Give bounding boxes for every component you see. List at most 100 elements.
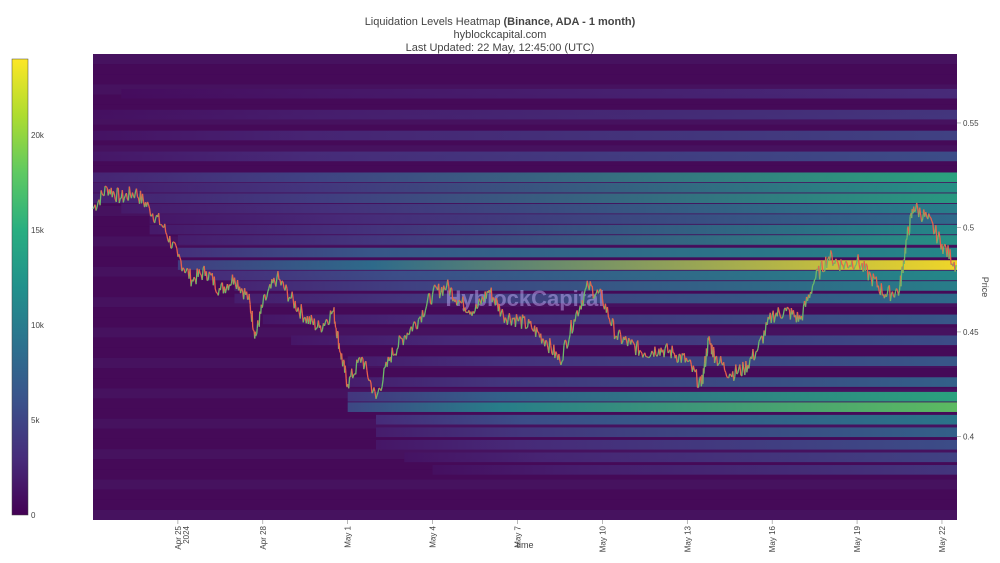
price-segment bbox=[333, 307, 336, 324]
price-segment bbox=[649, 354, 652, 358]
price-segment bbox=[184, 271, 187, 274]
price-segment bbox=[224, 288, 228, 294]
price-segment bbox=[337, 330, 339, 333]
colorbar-bar bbox=[11, 58, 29, 516]
price-segment bbox=[377, 387, 380, 393]
price-segment bbox=[348, 376, 351, 389]
price-segment bbox=[562, 345, 565, 361]
chart-title-bold: (Binance, ADA - 1 month) bbox=[503, 16, 636, 28]
background-cell-row bbox=[93, 479, 957, 490]
price-segment bbox=[148, 208, 152, 217]
price-segment bbox=[812, 279, 816, 285]
colorbar-tick-label: 0 bbox=[31, 511, 36, 520]
price-segment bbox=[445, 285, 448, 291]
price-segment bbox=[428, 293, 432, 304]
price-segment bbox=[447, 279, 450, 287]
liquidation-band bbox=[93, 151, 957, 162]
price-segment bbox=[402, 336, 405, 346]
price-segment bbox=[135, 188, 139, 197]
price-segment bbox=[568, 334, 571, 340]
price-segment bbox=[642, 354, 645, 358]
x-tick-label: May 1 bbox=[344, 525, 353, 547]
price-segment bbox=[361, 356, 364, 359]
price-segment bbox=[713, 360, 716, 364]
price-segment bbox=[357, 357, 360, 363]
price-segment bbox=[371, 391, 374, 394]
liquidation-band bbox=[177, 247, 958, 258]
price-segment bbox=[594, 292, 597, 296]
price-segment bbox=[808, 291, 812, 299]
price-segment bbox=[417, 317, 420, 320]
price-segment bbox=[267, 288, 270, 292]
background-cell-row bbox=[93, 64, 957, 75]
price-segment bbox=[752, 349, 755, 361]
price-segment bbox=[619, 334, 623, 345]
price-segment bbox=[893, 291, 897, 298]
price-segment bbox=[219, 283, 222, 291]
price-segment bbox=[666, 343, 669, 354]
price-segment bbox=[517, 317, 521, 322]
price-segment bbox=[422, 315, 426, 318]
y-tick-label: 0.4 bbox=[963, 432, 975, 441]
x-tick-label: May 19 bbox=[853, 525, 862, 552]
price-segment bbox=[277, 271, 280, 280]
price-segment bbox=[906, 227, 909, 238]
price-segment bbox=[648, 356, 651, 359]
price-segment bbox=[704, 361, 707, 367]
price-segment bbox=[872, 273, 875, 279]
price-segment bbox=[205, 271, 208, 281]
price-segment bbox=[814, 278, 817, 281]
price-segment bbox=[936, 237, 939, 244]
price-segment bbox=[592, 297, 595, 300]
price-segment bbox=[821, 260, 824, 272]
price-segment bbox=[773, 316, 776, 323]
price-segment bbox=[664, 344, 667, 349]
price-segment bbox=[853, 266, 856, 270]
price-segment bbox=[708, 336, 711, 338]
background-cell-row bbox=[93, 124, 957, 136]
x-tick-label: Apr 28 bbox=[259, 525, 268, 549]
price-segment bbox=[735, 364, 738, 375]
price-segment bbox=[877, 285, 880, 292]
price-segment bbox=[397, 335, 400, 348]
price-segment bbox=[929, 216, 932, 219]
price-segment bbox=[907, 226, 910, 232]
price-segment bbox=[536, 327, 539, 333]
price-segment bbox=[375, 395, 378, 399]
price-segment bbox=[586, 280, 589, 287]
price-segment bbox=[330, 311, 334, 315]
price-segment bbox=[859, 265, 862, 271]
price-segment bbox=[201, 268, 204, 281]
price-segment bbox=[754, 351, 757, 359]
price-segment bbox=[473, 310, 476, 314]
price-segment bbox=[285, 284, 288, 289]
price-segment bbox=[601, 298, 605, 306]
price-segment bbox=[714, 356, 717, 361]
background-cell-row bbox=[93, 408, 957, 419]
price-segment bbox=[430, 294, 434, 305]
price-segment bbox=[325, 318, 329, 322]
price-segment bbox=[328, 310, 332, 324]
price-segment bbox=[133, 191, 137, 199]
price-segment bbox=[875, 276, 878, 288]
liquidation-band bbox=[121, 88, 957, 99]
price-segment bbox=[141, 193, 145, 203]
price-segment bbox=[764, 322, 767, 336]
price-segment bbox=[708, 337, 711, 345]
price-segment bbox=[908, 216, 911, 233]
price-segment bbox=[245, 291, 249, 300]
price-segment bbox=[450, 287, 453, 289]
price-segment bbox=[525, 327, 527, 330]
price-segment bbox=[275, 277, 278, 287]
price-segment bbox=[273, 277, 276, 283]
price-segment bbox=[96, 201, 99, 208]
price-segment bbox=[880, 283, 883, 296]
price-segment bbox=[857, 254, 860, 265]
price-segment bbox=[227, 284, 231, 291]
x-axis: Apr 25 2024 Apr 28 May 1 May 4 May 7 May 10 May… bbox=[174, 520, 947, 552]
price-segment bbox=[112, 190, 115, 194]
price-segment bbox=[443, 285, 446, 290]
price-segment bbox=[498, 304, 501, 317]
price-segment bbox=[252, 326, 254, 331]
price-segment bbox=[213, 276, 216, 290]
